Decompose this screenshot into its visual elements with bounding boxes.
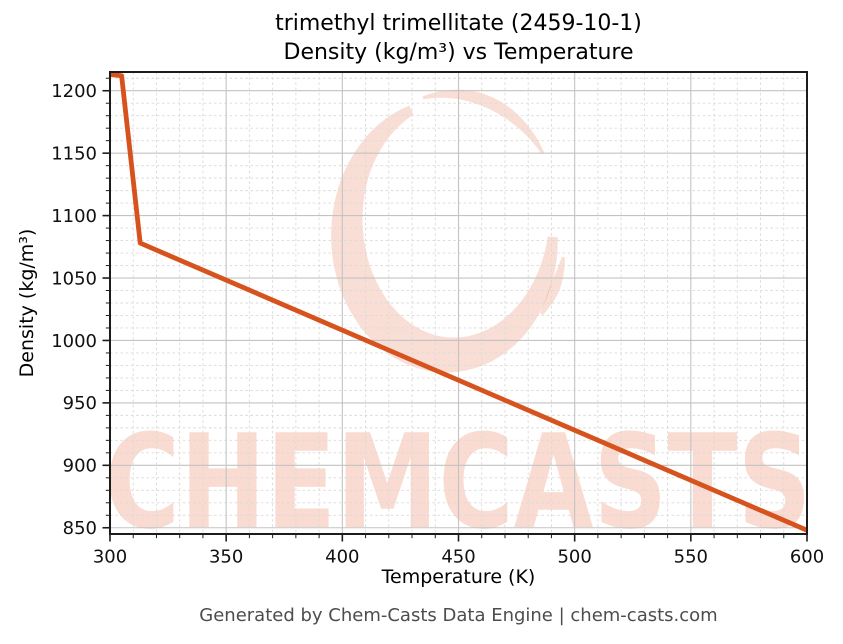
watermark-logo-icon [331, 89, 565, 373]
x-tick-label: 350 [209, 547, 243, 568]
chart-title-line2: Density (kg/m³) vs Temperature [283, 40, 634, 65]
y-tick-label: 1150 [51, 143, 97, 164]
y-tick-label: 950 [63, 393, 97, 414]
chart-title: trimethyl trimellitate (2459-10-1) Densi… [110, 9, 807, 67]
data-line [110, 72, 807, 533]
x-tick-label: 300 [93, 547, 127, 568]
y-tick-label: 1200 [51, 81, 97, 102]
y-tick-label: 850 [63, 518, 97, 539]
series-density [110, 72, 807, 533]
y-axis-label: Density (kg/m³) [16, 228, 38, 378]
gridlines [109, 72, 808, 534]
y-tick-label: 1100 [51, 206, 97, 227]
y-tick-label: 1000 [51, 331, 97, 352]
chart-title-line1: trimethyl trimellitate (2459-10-1) [275, 11, 642, 36]
x-tick-label: 500 [557, 547, 591, 568]
watermark-swirl [540, 256, 565, 316]
y-tick-label: 1050 [51, 268, 97, 289]
watermark-swirl [331, 105, 558, 373]
x-tick-label: 400 [325, 547, 359, 568]
axes: 300 350 400 450 500 550 600 850 900 950 1000 1050 11… [51, 71, 824, 568]
x-tick-label: 600 [790, 547, 824, 568]
x-tick-label: 550 [674, 547, 708, 568]
watermark-swirl [422, 89, 545, 154]
y-tick-label: 900 [63, 456, 97, 477]
x-axis-label: Temperature (K) [381, 566, 536, 588]
x-tick-label: 450 [441, 547, 475, 568]
footer-text: Generated by Chem-Casts Data Engine | ch… [199, 605, 718, 626]
